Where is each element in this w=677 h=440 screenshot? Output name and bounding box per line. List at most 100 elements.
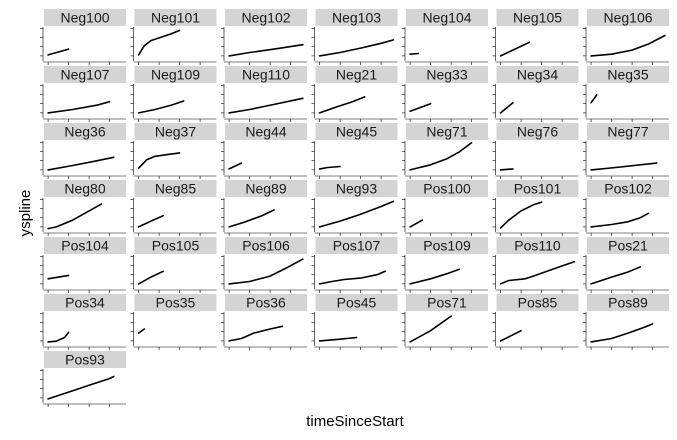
facet-strip: [44, 123, 126, 140]
facet-panel: Neg102: [221, 9, 307, 65]
facet-panel: Neg34: [492, 66, 579, 122]
facet-panel: Neg106: [583, 9, 669, 65]
facet-strip-label: Neg45: [336, 124, 377, 140]
series-line-Neg71: [409, 141, 473, 171]
facet-panel: Neg104: [402, 9, 488, 65]
facet-strip: [134, 237, 217, 254]
facet-panel: Pos34: [40, 294, 126, 350]
facet-strip-label: Neg107: [60, 67, 109, 83]
facet-strip: [134, 180, 217, 197]
facet-panel: Pos109: [402, 237, 488, 293]
facet-panel: Neg37: [130, 123, 217, 179]
facet-panel: Neg110: [221, 66, 307, 122]
facet-strip: [44, 180, 126, 197]
facet-panel: Pos85: [492, 294, 579, 350]
series-line-Neg45: [318, 165, 341, 170]
facet-strip: [587, 294, 669, 311]
facet-panel: Neg93: [311, 180, 398, 236]
facet-panel: Neg44: [221, 123, 307, 179]
facet-panel: Neg107: [40, 66, 126, 122]
facet-strip-label: Neg106: [603, 10, 652, 26]
series-line-Pos93: [47, 375, 115, 400]
series-line-Neg102: [228, 43, 304, 57]
facet-strip-label: Neg101: [151, 10, 200, 26]
x-axis-label: timeSinceStart: [306, 413, 404, 430]
series-line-Pos109: [409, 268, 461, 285]
facet-panel: Neg103: [311, 9, 398, 65]
series-line-Pos36: [228, 325, 284, 342]
series-line-Neg104: [409, 52, 420, 56]
series-line-Pos104: [47, 274, 70, 280]
facet-strip-label: Pos35: [156, 295, 196, 311]
facet-strip-label: Neg44: [245, 124, 286, 140]
facet-strip: [315, 66, 398, 83]
facet-strip: [225, 123, 307, 140]
facet-strip-label: Neg85: [155, 181, 196, 197]
facet-panel: Neg101: [130, 9, 217, 65]
facet-panel: Neg76: [492, 123, 579, 179]
series-line-Pos45: [318, 336, 358, 342]
facet-panel: Pos45: [311, 294, 398, 350]
facet-strip: [496, 9, 579, 26]
facet-strip: [225, 66, 307, 83]
facet-strip-label: Pos101: [514, 181, 562, 197]
facet-strip-label: Neg71: [426, 124, 467, 140]
facet-strip-label: Pos34: [65, 295, 105, 311]
facet-strip: [44, 9, 126, 26]
facet-strip: [496, 294, 579, 311]
facet-strip: [315, 180, 398, 197]
facet-panel: Pos105: [130, 237, 217, 293]
facet-strip: [315, 294, 398, 311]
facet-strip: [225, 180, 307, 197]
series-line-Neg80: [47, 203, 103, 230]
facet-strip: [44, 237, 126, 254]
facet-panel: Pos101: [492, 180, 579, 236]
facet-strip: [496, 180, 579, 197]
facet-panels: Neg100 Neg101 Neg102 Neg103 Neg104 Neg105 Neg1…: [40, 9, 669, 407]
series-line-Neg35: [590, 94, 598, 104]
facet-strip: [406, 9, 488, 26]
facet-strip: [44, 294, 126, 311]
facet-strip-label: Pos109: [423, 238, 471, 254]
facet-strip: [587, 66, 669, 83]
facet-strip-label: Neg33: [426, 67, 467, 83]
series-line-Pos105: [137, 270, 164, 285]
facet-panel: Neg33: [402, 66, 488, 122]
facet-panel: Neg89: [221, 180, 307, 236]
facet-panel: Pos71: [402, 294, 488, 350]
facet-strip: [315, 123, 398, 140]
series-line-Pos35: [137, 328, 146, 334]
facet-strip-label: Pos102: [604, 181, 652, 197]
facet-strip-label: Neg103: [332, 10, 381, 26]
series-line-Neg37: [137, 152, 181, 169]
facet-strip: [315, 237, 398, 254]
facet-panel: Neg85: [130, 180, 217, 236]
facet-panel: Neg80: [40, 180, 126, 236]
facet-strip-label: Neg77: [607, 124, 648, 140]
facet-strip: [134, 123, 217, 140]
series-line-Neg34: [499, 101, 514, 114]
facet-strip: [496, 66, 579, 83]
facet-panel: Neg35: [583, 66, 669, 122]
facet-strip-label: Pos89: [608, 295, 648, 311]
facet-strip-label: Neg80: [64, 181, 105, 197]
facet-strip: [134, 294, 217, 311]
series-line-Pos110: [499, 260, 576, 285]
facet-strip: [406, 66, 488, 83]
facet-panel: Neg36: [40, 123, 126, 179]
series-line-Pos85: [499, 329, 522, 342]
facet-strip-label: Neg100: [60, 10, 109, 26]
series-line-Neg36: [47, 156, 115, 171]
facet-panel: Neg109: [130, 66, 217, 122]
facet-strip-label: Pos106: [242, 238, 290, 254]
facet-strip-label: Pos45: [337, 295, 377, 311]
facet-strip: [225, 9, 307, 26]
facet-strip-label: Pos104: [61, 238, 109, 254]
series-line-Pos102: [590, 212, 650, 228]
series-line-Pos101: [499, 201, 543, 229]
series-line-Pos107: [318, 270, 387, 285]
facet-panel: Neg105: [492, 9, 579, 65]
facet-panel: Pos93: [40, 351, 126, 407]
facet-strip: [44, 66, 126, 83]
